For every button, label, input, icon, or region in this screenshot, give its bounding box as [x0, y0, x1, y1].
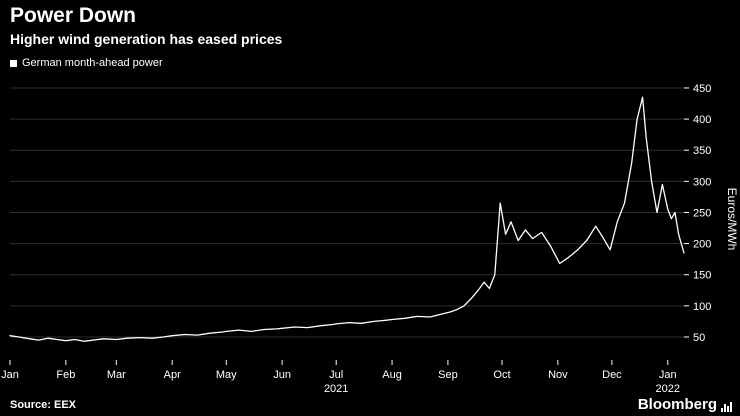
y-axis-title: Euros/MWh: [725, 188, 739, 251]
x-year-label: 2022: [656, 383, 680, 395]
y-tick-label: 350: [693, 145, 711, 157]
bloomberg-logo: Bloomberg: [638, 396, 732, 413]
legend-swatch-icon: [10, 59, 17, 67]
y-tick-label: 400: [693, 114, 711, 126]
y-tick-label: 250: [693, 207, 711, 219]
x-tick-label: Dec: [602, 369, 622, 381]
price-series-line: [9, 96, 685, 342]
chart-title: Power Down: [10, 4, 137, 27]
x-tick-label: Sep: [438, 369, 458, 381]
legend: German month-ahead power: [10, 57, 163, 69]
y-tick-label: 300: [693, 176, 711, 188]
price-line-chart: 50 100 150 200 250 300 350 400 450 Jan Feb Mar Apr Ma…: [0, 66, 740, 396]
x-tick-label: Jan: [659, 369, 677, 381]
bloomberg-wordmark: Bloomberg: [637, 396, 717, 413]
chart-footer: Source: EEX Bloomberg: [10, 396, 732, 413]
x-tick-label: Jan: [1, 369, 19, 381]
x-tick-label: Apr: [164, 369, 181, 381]
y-tick-label: 50: [693, 332, 705, 344]
x-tick-label: Mar: [107, 369, 126, 381]
y-tick-label: 150: [693, 270, 711, 282]
x-tick-label: Aug: [382, 369, 402, 381]
price-line-chart-svg: 50 100 150 200 250 300 350 400 450 Jan Feb Mar Apr Ma…: [1, 83, 739, 395]
bar-chart-icon: [721, 401, 732, 412]
x-tick-label: May: [216, 369, 237, 381]
x-tick-label: Jul: [329, 369, 343, 381]
y-tick-label: 200: [693, 239, 711, 251]
chart-subtitle: Higher wind generation has eased prices: [10, 31, 283, 48]
x-tick-label: Nov: [548, 369, 568, 381]
legend-label: German month-ahead power: [22, 57, 163, 69]
x-tick-label: Feb: [56, 369, 75, 381]
y-tick-label: 450: [693, 83, 711, 95]
y-tick-label: 100: [693, 301, 711, 313]
x-year-label: 2021: [324, 383, 348, 395]
source-label: Source: EEX: [10, 398, 77, 411]
x-tick-label: Jun: [273, 369, 291, 381]
chart-header: Power Down Higher wind generation has ea…: [10, 4, 282, 47]
x-tick-label: Oct: [493, 369, 510, 381]
